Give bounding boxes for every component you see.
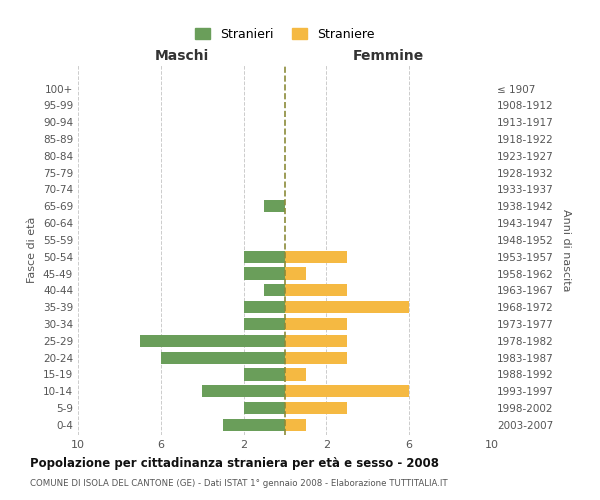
Y-axis label: Fasce di età: Fasce di età xyxy=(28,217,37,283)
Bar xyxy=(285,268,306,280)
Bar xyxy=(285,368,306,380)
Bar xyxy=(244,250,285,263)
Bar xyxy=(285,250,347,263)
Bar xyxy=(285,402,347,414)
Bar xyxy=(285,318,347,330)
Bar xyxy=(285,352,347,364)
Bar xyxy=(223,419,285,431)
Bar xyxy=(285,301,409,313)
Bar xyxy=(285,419,306,431)
Bar xyxy=(244,368,285,380)
Bar xyxy=(140,335,285,347)
Text: Popolazione per cittadinanza straniera per età e sesso - 2008: Popolazione per cittadinanza straniera p… xyxy=(30,458,439,470)
Bar xyxy=(161,352,285,364)
Text: Femmine: Femmine xyxy=(353,50,424,64)
Text: Maschi: Maschi xyxy=(154,50,209,64)
Bar xyxy=(285,335,347,347)
Bar xyxy=(244,268,285,280)
Bar xyxy=(244,301,285,313)
Bar xyxy=(244,402,285,414)
Bar xyxy=(285,385,409,398)
Bar xyxy=(244,318,285,330)
Bar xyxy=(285,284,347,296)
Y-axis label: Anni di nascita: Anni di nascita xyxy=(560,209,571,291)
Text: COMUNE DI ISOLA DEL CANTONE (GE) - Dati ISTAT 1° gennaio 2008 - Elaborazione TUT: COMUNE DI ISOLA DEL CANTONE (GE) - Dati … xyxy=(30,479,448,488)
Bar xyxy=(265,200,285,212)
Legend: Stranieri, Straniere: Stranieri, Straniere xyxy=(190,23,380,46)
Bar xyxy=(202,385,285,398)
Bar xyxy=(265,284,285,296)
